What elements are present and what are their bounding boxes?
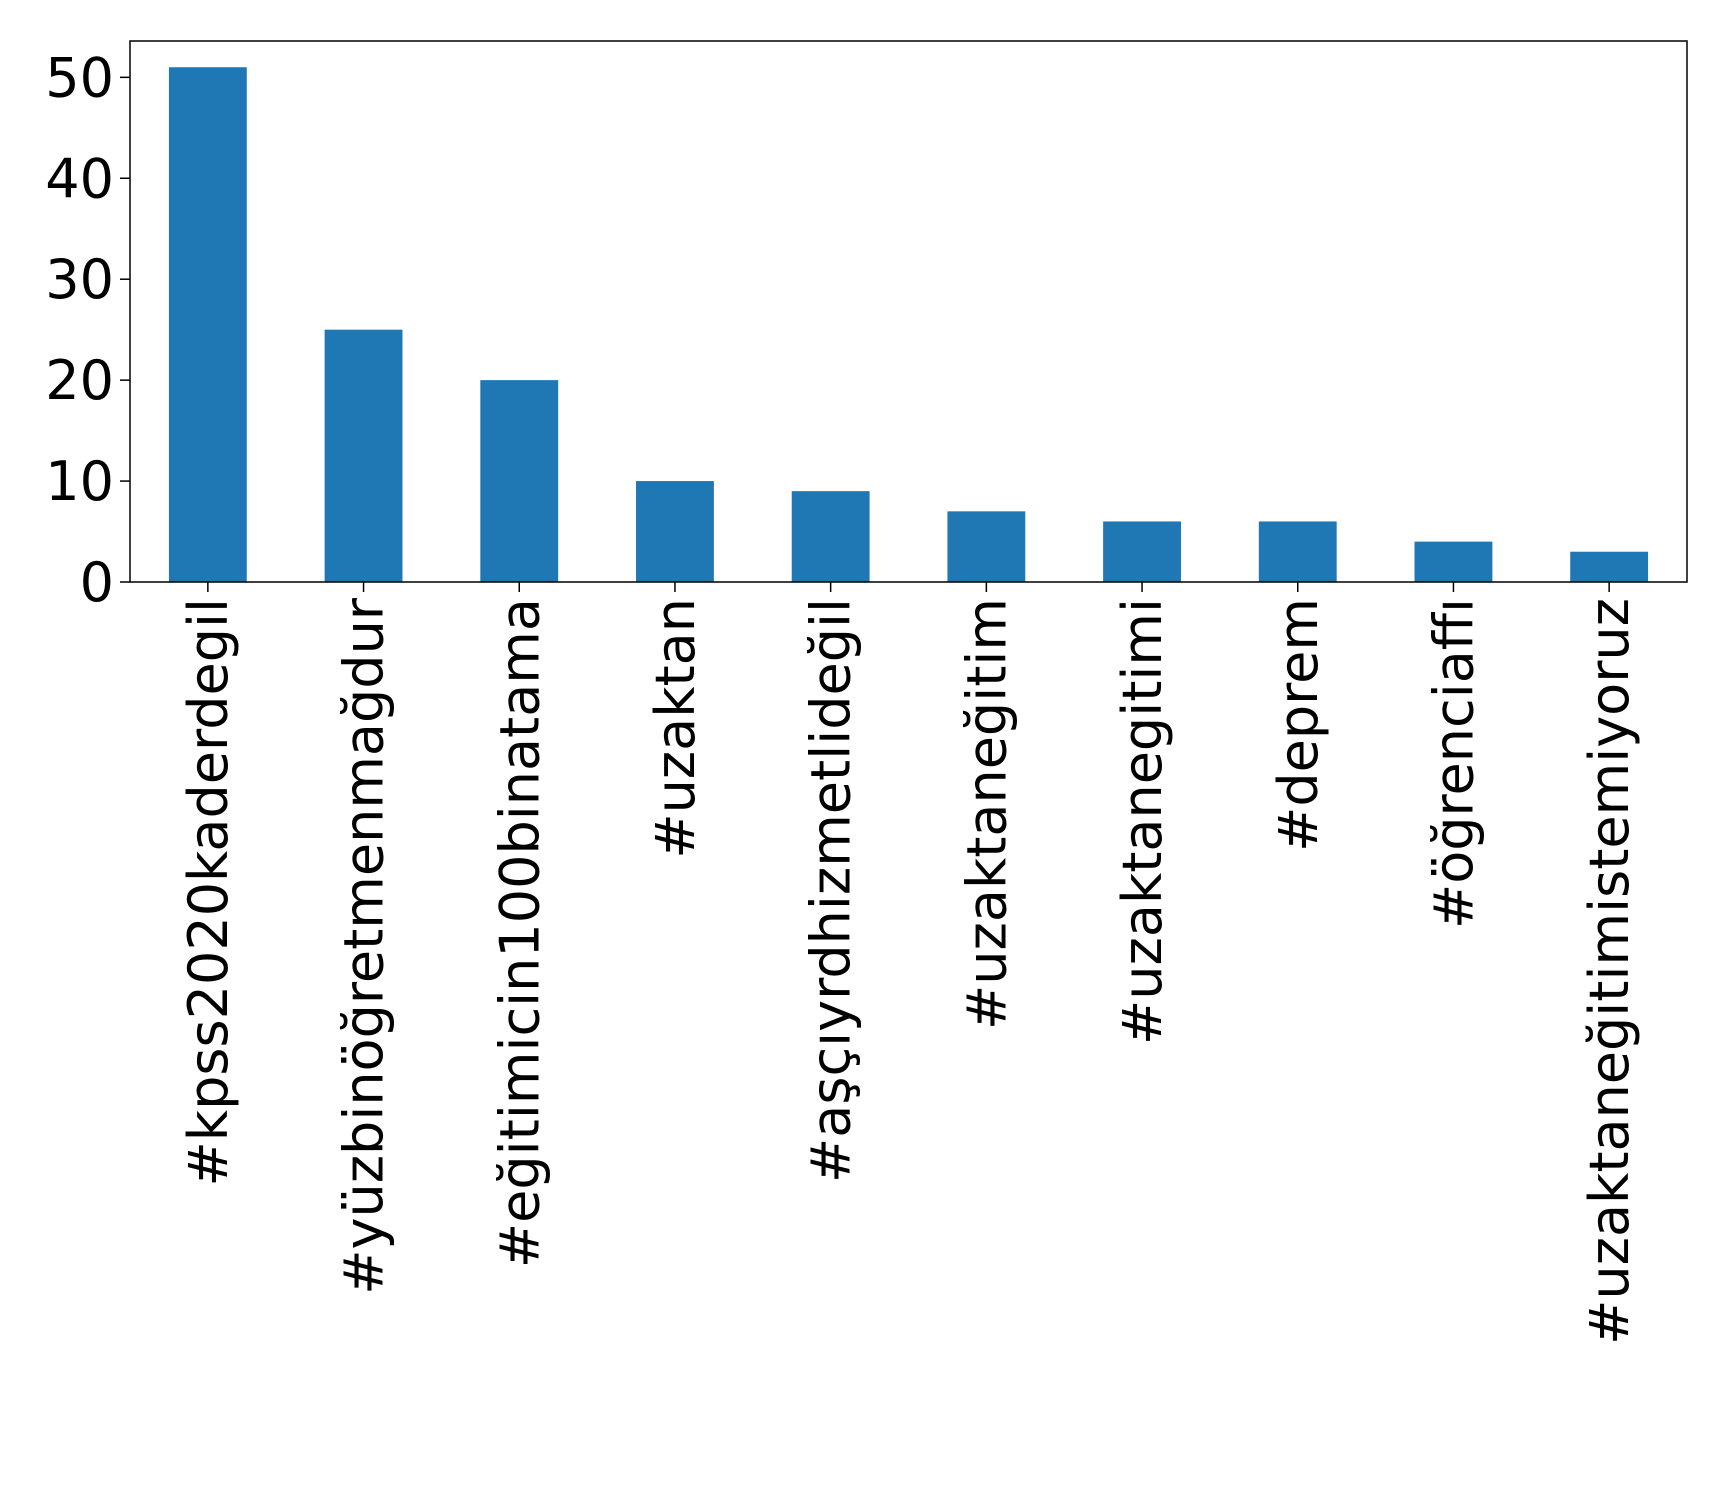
bar (1103, 521, 1181, 582)
bar (1414, 541, 1493, 582)
y-tick-label: 30 (45, 248, 114, 311)
y-tick-label: 50 (45, 46, 114, 109)
bar (1258, 521, 1337, 582)
bar (636, 481, 714, 582)
y-tick-label: 40 (45, 147, 114, 210)
y-tick-label: 20 (45, 349, 114, 412)
bar (168, 67, 247, 582)
bar (480, 380, 559, 582)
y-tick-label: 0 (80, 551, 114, 614)
x-tick-label: #aşçıyrdhizmetlideğil (800, 598, 863, 1183)
x-tick-label: #uzaktan (644, 598, 707, 859)
x-tick-label: #deprem (1267, 598, 1330, 852)
bar (324, 329, 403, 582)
plot-frame (129, 40, 1688, 583)
bar (1570, 551, 1649, 582)
x-tick-label: #öğrenciaffı (1422, 598, 1485, 929)
bar (947, 511, 1026, 582)
x-tick-label: #eğitimicin100binatama (488, 598, 551, 1268)
x-tick-label: #uzaktaneğitim (955, 598, 1018, 1030)
x-tick-label: #uzaktaneğitimistemiyoruz (1578, 598, 1641, 1345)
bar (791, 491, 870, 582)
x-tick-label: #kpss2020kaderdegil (177, 598, 240, 1186)
x-tick-label: #yüzbinöğretmenmağdur (333, 597, 396, 1295)
x-tick-label: #uzaktanegitimi (1111, 598, 1174, 1045)
y-tick-label: 10 (45, 450, 114, 513)
